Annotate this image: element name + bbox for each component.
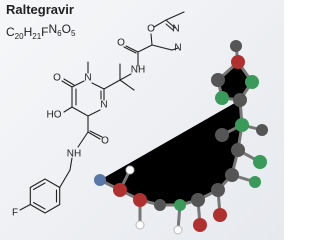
double-bond [75,88,102,106]
atom-c [215,128,229,142]
atom-label: O [117,38,125,49]
atom-c [133,193,147,207]
atom-f [94,174,106,186]
benzene-bond [29,178,61,214]
oxadiazole-bond [150,11,185,51]
atom-label: F [12,208,18,219]
benzyl-bond [59,157,73,189]
formula-count: 20 [15,32,24,41]
atom-o [213,208,227,222]
amide-bond-2 [123,44,153,67]
atom-c [211,73,225,87]
formula: C20H21FN6O5 [6,22,76,41]
atom-label: NH [67,149,81,160]
atom-label: N [174,43,181,54]
formula-symbol: N [49,22,58,36]
formula-count: 6 [57,29,62,38]
atom-c [230,40,242,52]
formula-symbol: C [6,25,15,39]
atom-label: HO [47,110,62,121]
atom-c [225,168,239,182]
formula-symbol: H [24,25,33,39]
atom-c [211,183,225,197]
formula-count: 21 [32,32,41,41]
atom-n [174,199,186,211]
atom-o [231,55,245,69]
formula-symbol: O [62,22,71,36]
atom-n [215,91,229,105]
atom-h [135,220,145,230]
atom-c [154,199,166,211]
atom-n [253,155,267,169]
amide-bond [77,115,103,148]
formula-count: 5 [71,29,76,38]
quaternary-bond [103,63,135,91]
hydroxyl-bond [63,106,73,113]
page: Raltegravir C20H21FN6O5 O N N O NH N O N HO O NH F [0,0,284,240]
ring-bond [71,80,105,117]
carbonyl-bond [61,78,75,88]
skeletal-bonds [19,11,185,214]
title: Raltegravir [6,2,74,17]
atom-label: O [53,73,61,84]
ball-and-stick-model [94,40,268,235]
atom-h [173,225,183,235]
atom-c [256,124,268,136]
atom-label: NH [131,65,145,76]
atom-label: N [172,24,179,35]
atom-o [193,218,207,232]
atom-n [249,176,261,188]
atom-label: O [147,24,155,35]
atom-n [235,118,249,132]
formula-symbol: F [41,25,48,39]
atom-h [125,165,135,175]
atom-c [231,143,245,157]
atom-c [191,193,205,207]
fluoro-bond [19,203,31,211]
atom-n [245,75,259,89]
atom-c [233,93,247,107]
atom-label: N [100,100,107,111]
atom-c [113,183,127,197]
atom-label: N [84,73,91,84]
atom-label: O [101,136,109,147]
